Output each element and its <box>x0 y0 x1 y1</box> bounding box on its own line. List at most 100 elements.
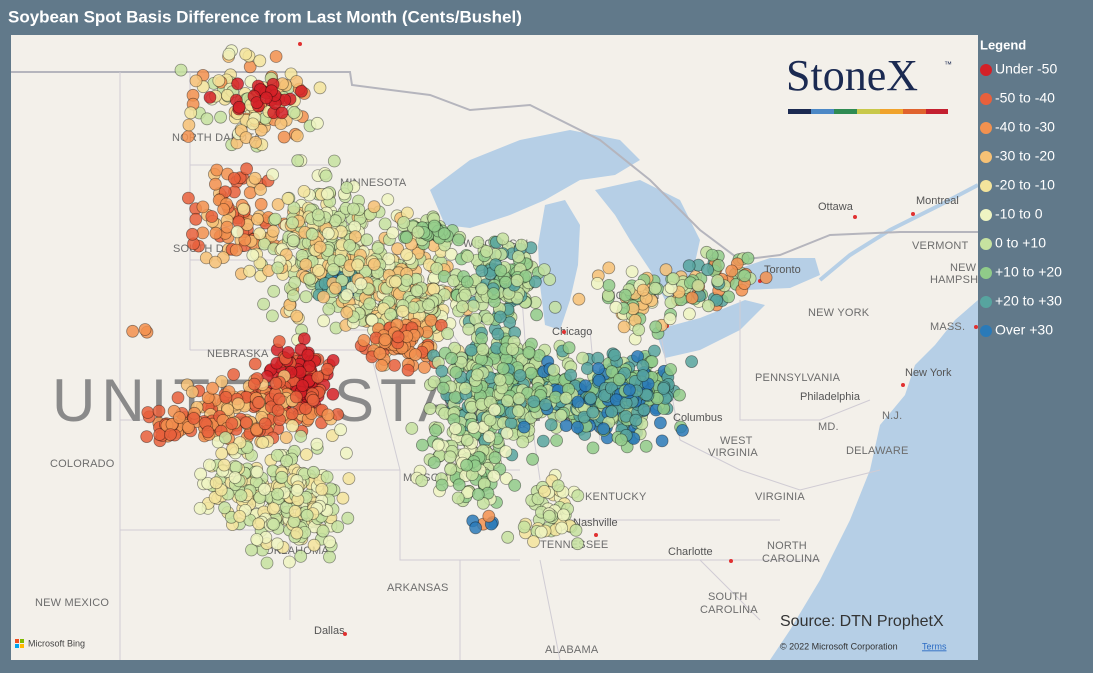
data-point <box>441 327 455 341</box>
data-point <box>417 361 431 374</box>
data-point <box>527 535 540 548</box>
data-point <box>301 348 315 362</box>
data-point <box>221 403 235 417</box>
data-point <box>219 390 233 404</box>
data-point <box>254 183 267 196</box>
data-point <box>281 192 295 205</box>
data-point <box>431 438 445 452</box>
lake-erie <box>655 300 765 358</box>
data-point <box>231 397 245 411</box>
data-point <box>701 263 714 277</box>
data-point <box>725 264 739 278</box>
data-point <box>336 491 350 505</box>
data-point <box>415 438 429 452</box>
data-point <box>576 351 589 365</box>
title: Soybean Spot Basis Difference from Last … <box>8 7 522 26</box>
legend: Under -50 -50 to -40 -40 to -30 -30 to -20 -… <box>980 61 1062 338</box>
data-point <box>705 248 719 262</box>
data-point <box>240 162 254 176</box>
data-point <box>469 521 483 535</box>
data-point <box>340 181 354 195</box>
data-point <box>445 351 459 365</box>
data-point <box>323 550 336 564</box>
data-point <box>571 537 584 551</box>
data-point <box>503 316 517 329</box>
data-point <box>517 520 531 534</box>
terms-link[interactable]: Terms <box>922 641 947 651</box>
data-point <box>388 358 401 372</box>
ocean <box>770 300 978 660</box>
logo: StoneX ™ <box>786 51 952 114</box>
place-label: Ottawa <box>818 201 854 213</box>
data-point <box>253 256 267 270</box>
data-point <box>266 168 280 182</box>
data-point <box>246 248 260 262</box>
data-point <box>488 403 502 417</box>
data-point <box>141 406 155 419</box>
data-point <box>493 310 507 324</box>
logo-bar <box>903 109 926 114</box>
place-label: NORTH <box>767 540 807 552</box>
data-point <box>265 309 279 323</box>
data-point <box>614 433 628 447</box>
data-point <box>491 327 505 341</box>
data-point <box>227 368 241 381</box>
data-point <box>569 523 583 537</box>
data-point <box>451 491 465 505</box>
logo-bar <box>834 109 857 114</box>
data-point <box>294 84 308 98</box>
data-point <box>321 226 335 240</box>
data-point <box>586 441 600 455</box>
data-point <box>685 355 698 369</box>
data-point <box>415 474 429 488</box>
data-point <box>323 535 337 549</box>
data-point <box>239 47 253 61</box>
data-point <box>326 263 340 277</box>
data-point <box>306 393 320 407</box>
data-point <box>367 257 381 271</box>
data-point <box>272 392 286 406</box>
data-point <box>271 261 285 275</box>
data-point <box>289 390 303 404</box>
data-point <box>305 227 319 241</box>
lake-michigan <box>538 200 580 330</box>
data-point <box>299 290 313 304</box>
data-point <box>422 298 435 312</box>
data-point <box>488 451 502 465</box>
data-point <box>456 300 469 314</box>
data-point <box>232 100 246 114</box>
data-point <box>722 290 735 304</box>
data-point <box>210 163 224 177</box>
data-point <box>290 75 304 88</box>
data-point <box>189 212 203 226</box>
data-point <box>562 341 576 355</box>
data-point <box>228 471 242 485</box>
data-point <box>522 346 536 360</box>
data-point <box>208 177 222 191</box>
data-point <box>516 435 530 449</box>
data-point <box>436 381 450 395</box>
data-point <box>391 330 405 344</box>
data-point <box>551 479 565 493</box>
data-point <box>269 50 283 63</box>
data-point <box>348 230 362 244</box>
data-point <box>321 408 335 422</box>
data-point <box>231 77 245 91</box>
data-point <box>559 391 573 405</box>
data-point <box>410 284 424 298</box>
data-point <box>460 458 474 472</box>
data-point <box>227 171 241 185</box>
data-point <box>659 263 673 277</box>
data-point <box>208 255 222 269</box>
copyright: © 2022 Microsoft Corporation <box>780 641 898 651</box>
data-point <box>200 112 214 126</box>
data-point <box>648 344 661 358</box>
data-point <box>605 365 619 379</box>
data-point <box>258 482 271 496</box>
data-point <box>217 458 231 472</box>
data-point <box>312 263 326 277</box>
data-point <box>271 198 285 211</box>
data-point <box>524 366 538 380</box>
data-point <box>229 243 243 257</box>
data-point <box>663 312 677 326</box>
